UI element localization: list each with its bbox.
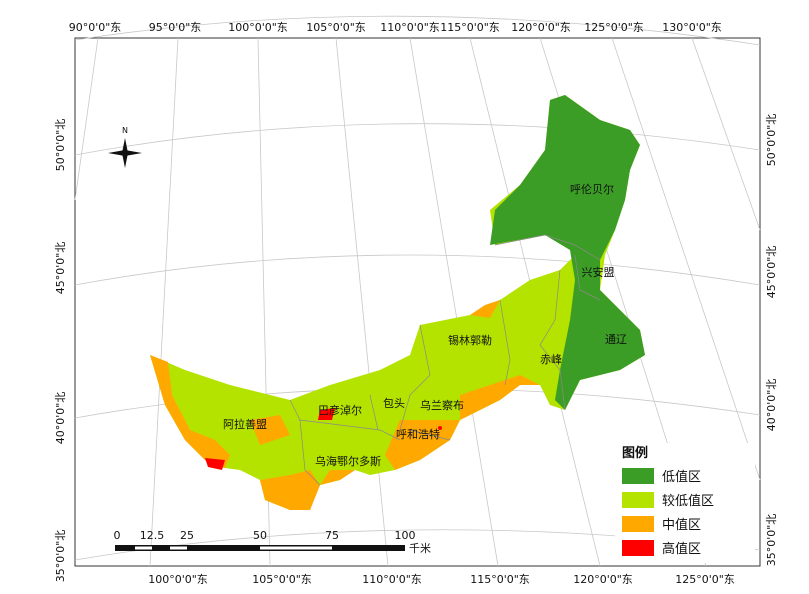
lon-label: 100°0'0"东	[148, 573, 208, 586]
legend-swatch	[622, 468, 654, 484]
place-label: 乌兰察布	[420, 398, 464, 412]
graticule-labels: 90°0'0"东 95°0'0"东 100°0'0"东 105°0'0"东 11…	[54, 21, 778, 586]
place-label: 乌海鄂尔多斯	[315, 454, 381, 468]
graticule	[74, 15, 761, 567]
lon-label: 115°0'0"东	[440, 21, 500, 34]
region-medium	[150, 300, 540, 510]
place-label: 锡林郭勒	[448, 333, 492, 347]
lat-label: 45°0'0"北	[54, 242, 67, 295]
lat-label: 50°0'0"北	[54, 119, 67, 172]
scale-label: 0	[114, 529, 121, 542]
legend-swatch	[622, 492, 654, 508]
lon-label: 130°0'0"东	[662, 21, 722, 34]
place-label: 赤峰	[540, 353, 562, 366]
place-label: 兴安盟	[582, 265, 615, 279]
place-label: 呼伦贝尔	[570, 182, 614, 196]
scale-label: 25	[180, 529, 194, 542]
lon-label: 100°0'0"东	[228, 21, 288, 34]
lat-label: 35°0'0"北	[54, 530, 67, 583]
lon-label: 125°0'0"东	[584, 21, 644, 34]
place-label: 通辽	[605, 333, 627, 346]
lon-label: 110°0'0"东	[380, 21, 440, 34]
place-label: 包头	[383, 397, 405, 410]
legend-label: 低值区	[662, 469, 701, 485]
scale-unit: 千米	[409, 542, 431, 555]
scale-bar: 0 12.5 25 50 75 100 千米	[114, 529, 432, 555]
scale-label: 75	[325, 529, 339, 542]
scale-label: 50	[253, 529, 267, 542]
lon-label: 115°0'0"东	[470, 573, 530, 586]
lon-label: 90°0'0"东	[69, 21, 122, 34]
scale-label: 12.5	[140, 529, 165, 542]
lat-label: 40°0'0"北	[54, 392, 67, 445]
lat-label: 40°0'0"北	[765, 379, 778, 432]
lon-label: 95°0'0"东	[149, 21, 202, 34]
region-map	[150, 95, 645, 510]
lat-label: 35°0'0"北	[765, 514, 778, 567]
legend-label: 中值区	[662, 517, 701, 533]
legend-label: 较低值区	[662, 493, 714, 509]
scale-label: 100	[395, 529, 416, 542]
lon-label: 105°0'0"东	[306, 21, 366, 34]
place-label: 呼和浩特	[396, 427, 440, 441]
place-label: 阿拉善盟	[223, 417, 267, 431]
boundaries	[289, 234, 601, 486]
place-label: 巴彦淖尔	[318, 403, 362, 417]
legend-swatch	[622, 516, 654, 532]
lat-label: 50°0'0"北	[765, 114, 778, 167]
legend-swatch	[622, 540, 654, 556]
lat-label: 45°0'0"北	[765, 246, 778, 299]
lon-label: 120°0'0"东	[511, 21, 571, 34]
lon-label: 125°0'0"东	[675, 573, 735, 586]
region-low	[490, 95, 645, 410]
legend-title: 图例	[622, 445, 648, 461]
lon-label: 110°0'0"东	[362, 573, 422, 586]
lon-label: 120°0'0"东	[573, 573, 633, 586]
north-label: N	[122, 126, 128, 135]
lon-label: 105°0'0"东	[252, 573, 312, 586]
region-high	[205, 408, 442, 470]
place-labels: 呼伦贝尔 兴安盟 通辽 赤峰 锡林郭勒 乌兰察布 包头 巴彦淖尔 呼和浩特 阿拉…	[223, 182, 627, 468]
legend-label: 高值区	[662, 541, 701, 557]
north-arrow: N	[108, 126, 142, 168]
